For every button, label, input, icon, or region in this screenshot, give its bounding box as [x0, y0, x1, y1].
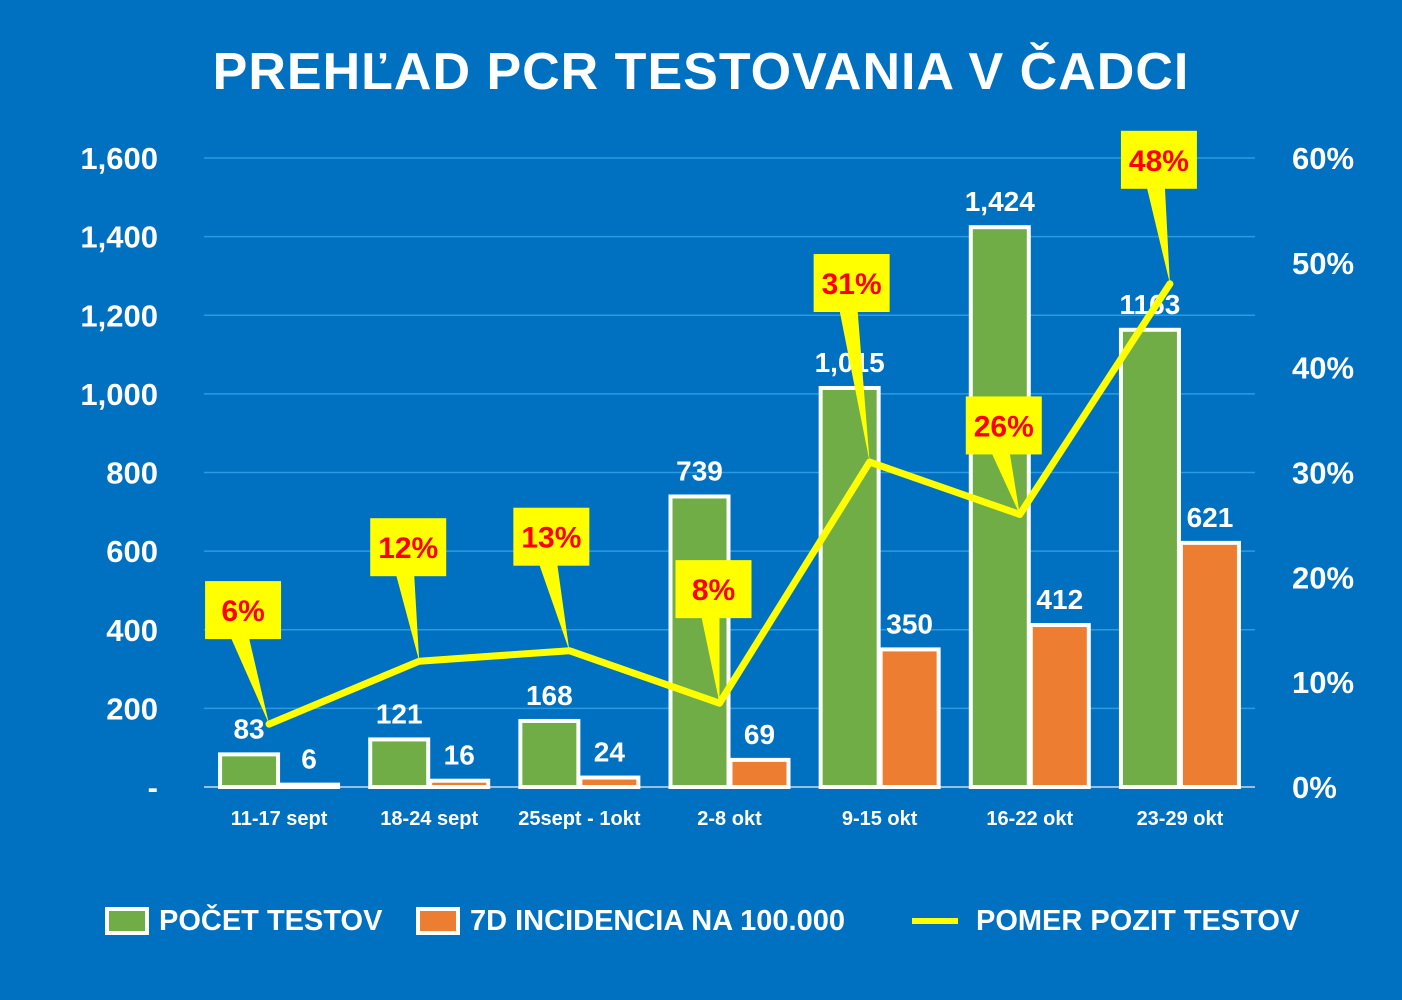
legend-label-incidencia: 7D INCIDENCIA NA 100.000: [470, 904, 845, 937]
bar-pocet-testov: [668, 494, 731, 789]
callout-box: [205, 581, 282, 640]
callout-pointer: [231, 638, 270, 725]
data-label-incidencia: 69: [744, 719, 775, 750]
y-right-tick-label: 50%: [1292, 246, 1354, 281]
data-label-pocet-testov: 168: [526, 680, 573, 711]
data-label-pomer: 12%: [378, 532, 438, 565]
y-left-tick-label: 800: [106, 456, 158, 491]
bar-incidencia: [428, 778, 491, 790]
callout-pointer: [396, 575, 420, 662]
chart-title: PREHĽAD PCR TESTOVANIA V ČADCI: [212, 43, 1190, 101]
data-label-incidencia: 24: [594, 737, 626, 768]
data-label-pocet-testov: 83: [233, 713, 264, 744]
y-right-tick-label: 10%: [1292, 665, 1354, 700]
callout-pointer: [539, 564, 570, 651]
x-tick-label: 16-22 okt: [986, 808, 1073, 830]
y-right-tick-label: 40%: [1292, 351, 1354, 386]
callout-pointer: [839, 311, 870, 463]
y-left-tick-label: 1,000: [80, 377, 158, 412]
legend-swatch-pomer: [912, 918, 958, 924]
data-label-pomer: 6%: [221, 595, 264, 628]
x-tick-label: 2-8 okt: [697, 808, 762, 830]
legend-item-incidencia: 7D INCIDENCIA NA 100.000: [416, 896, 845, 946]
x-tick-label: 11-17 sept: [231, 808, 328, 830]
y-left-tick-label: 200: [106, 691, 158, 726]
callout-box: [813, 254, 890, 313]
data-label-pomer: 26%: [974, 410, 1034, 443]
data-label-incidencia: 412: [1036, 584, 1083, 615]
callout-box: [1120, 130, 1197, 189]
bar-pocet-testov: [368, 737, 431, 790]
y-right-tick-label: 0%: [1292, 770, 1337, 805]
y-left-tick-label: 1,600: [80, 141, 158, 176]
data-label-incidencia: 16: [444, 740, 475, 771]
legend-swatch-incidencia: [416, 907, 460, 935]
data-label-incidencia: 350: [886, 608, 933, 639]
y-left-tick-label: -: [148, 770, 158, 805]
data-label-incidencia: 6: [301, 744, 317, 775]
legend-label-pocet-testov: POČET TESTOV: [159, 904, 383, 937]
legend-swatch-pocet-testov: [105, 907, 149, 935]
bar-incidencia: [1028, 623, 1091, 789]
callout-box: [370, 518, 447, 577]
data-label-pomer: 13%: [521, 522, 581, 555]
bar-incidencia: [578, 775, 641, 790]
callout-pointer: [1146, 187, 1170, 284]
legend-label-pomer: POMER POZIT TESTOV: [976, 904, 1300, 937]
bar-pocet-testov: [818, 385, 881, 789]
y-right-tick-label: 20%: [1292, 560, 1354, 595]
data-label-pocet-testov: 121: [376, 698, 423, 729]
legend: POČET TESTOV 7D INCIDENCIA NA 100.000 PO…: [0, 896, 1402, 946]
callout-pointer: [701, 617, 720, 704]
legend-item-pomer: POMER POZIT TESTOV: [912, 896, 1299, 946]
data-label-pomer: 48%: [1129, 145, 1189, 178]
bar-incidencia: [278, 782, 341, 789]
callout-pointer: [991, 453, 1020, 515]
data-label-pocet-testov: 1,424: [965, 186, 1035, 217]
data-label-pocet-testov: 739: [676, 455, 723, 486]
bar-incidencia: [878, 647, 941, 789]
data-label-incidencia: 621: [1187, 502, 1234, 533]
y-right-tick-label: 30%: [1292, 456, 1354, 491]
x-tick-label: 25sept - 1okt: [518, 808, 641, 830]
x-tick-label: 9-15 okt: [842, 808, 918, 830]
legend-item-pocet-testov: POČET TESTOV: [105, 896, 382, 946]
callout-box: [513, 507, 590, 566]
y-left-tick-label: 600: [106, 534, 158, 569]
bar-incidencia: [1178, 540, 1241, 790]
bar-incidencia: [728, 757, 791, 790]
bar-pocet-testov: [1118, 327, 1181, 789]
bar-pocet-testov: [518, 718, 581, 790]
callout-box: [965, 396, 1042, 455]
x-tick-label: 23-29 okt: [1137, 808, 1224, 830]
y-right-tick-label: 60%: [1292, 141, 1354, 176]
x-tick-label: 18-24 sept: [380, 808, 478, 830]
data-label-pomer: 8%: [692, 574, 735, 607]
y-left-tick-label: 1,200: [80, 298, 158, 333]
y-left-tick-label: 1,400: [80, 220, 158, 255]
callout-box: [675, 560, 752, 619]
data-label-pomer: 31%: [822, 268, 882, 301]
y-left-tick-label: 400: [106, 613, 158, 648]
bar-pocet-testov: [218, 752, 281, 789]
